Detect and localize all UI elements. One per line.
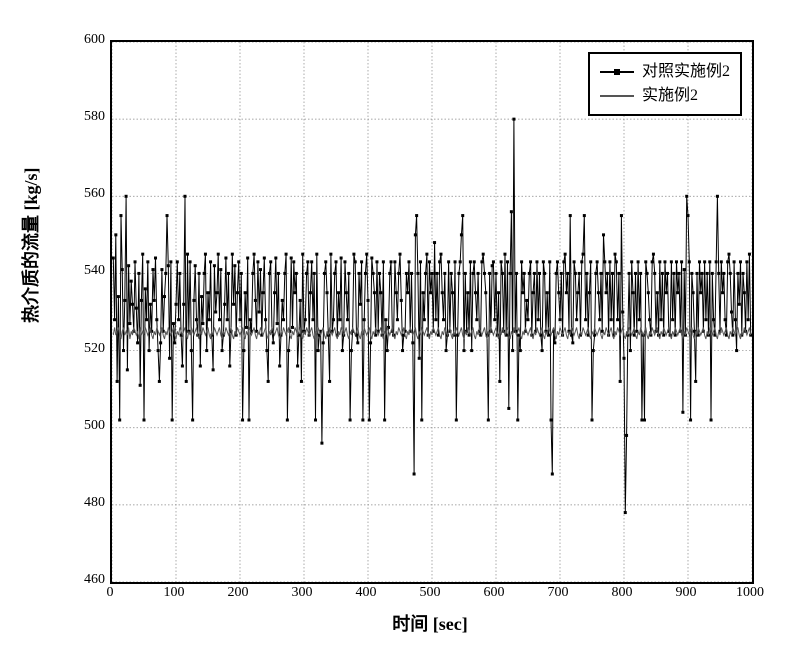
xtick-label: 500 [410,585,450,601]
xtick-label: 900 [666,585,706,601]
xtick-label: 200 [218,585,258,601]
ytick-label: 560 [65,186,105,202]
ytick-label: 460 [65,572,105,588]
xtick-label: 700 [538,585,578,601]
legend-item-0: 对照实施例2 [600,60,730,84]
xtick-label: 600 [474,585,514,601]
legend-label-1: 实施例2 [642,84,698,108]
ytick-label: 480 [65,495,105,511]
xtick-label: 800 [602,585,642,601]
ytick-label: 520 [65,341,105,357]
ytick-label: 500 [65,418,105,434]
ytick-label: 540 [65,263,105,279]
legend-item-1: 实施例2 [600,84,730,108]
xtick-label: 1000 [730,585,770,601]
chart-container: 热介质的流量 [kg/s] 对照实施例2 实施例2 01002003004005… [20,20,780,641]
xtick-label: 100 [154,585,194,601]
y-axis-label: 热介质的流量 [kg/s] [17,167,43,323]
xtick-label: 300 [282,585,322,601]
plot-area: 对照实施例2 实施例2 [110,40,754,584]
ytick-label: 600 [65,32,105,48]
chart-svg [112,42,752,582]
ytick-label: 580 [65,109,105,125]
legend-label-0: 对照实施例2 [642,60,730,84]
x-axis-label: 时间 [sec] [110,610,750,636]
xtick-label: 400 [346,585,386,601]
legend: 对照实施例2 实施例2 [588,52,742,116]
